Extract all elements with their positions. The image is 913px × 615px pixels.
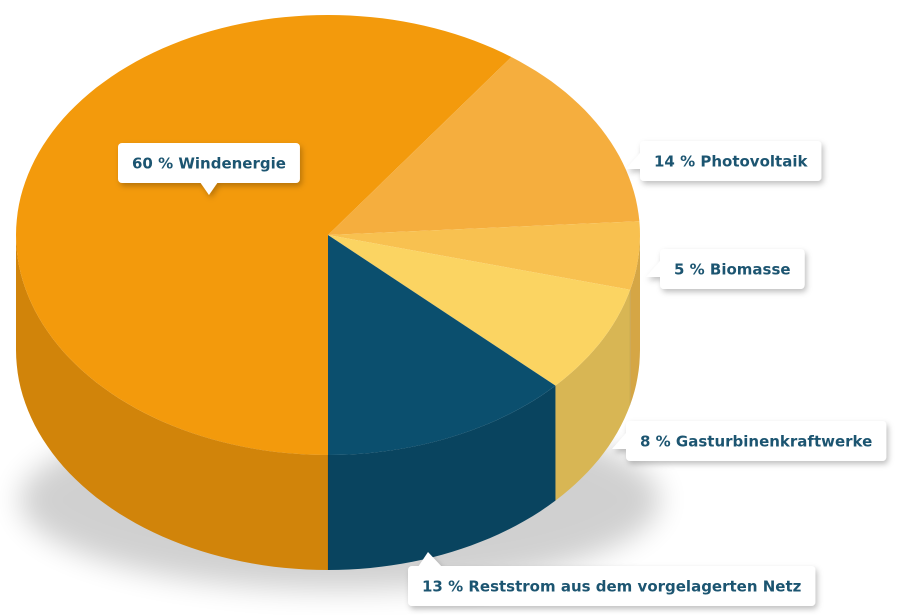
- pie-sides: [16, 235, 640, 570]
- callout-pointer: [626, 152, 641, 169]
- callout-label: 5 % Biomasse: [674, 261, 791, 279]
- pie-tops: [16, 15, 640, 455]
- callout: 13 % Reststrom aus dem vorgelagerten Net…: [408, 552, 816, 606]
- pie-slice: [16, 15, 512, 455]
- pie-slice: [328, 235, 631, 386]
- callout-box: [640, 141, 822, 181]
- callouts: 60 % Windenergie 14 % Photovoltaik 5 % Bio…: [118, 141, 887, 606]
- pie-side: [328, 385, 556, 570]
- pie-side: [16, 235, 328, 570]
- callout-box: [408, 566, 816, 606]
- callout: 60 % Windenergie: [118, 143, 300, 195]
- callout-pointer: [418, 552, 442, 567]
- callout: 5 % Biomasse: [646, 249, 805, 289]
- pie-slice: [328, 57, 640, 235]
- callout-box: [118, 143, 300, 183]
- callout-label: 8 % Gasturbinenkraftwerke: [640, 433, 872, 451]
- callout-label: 14 % Photovoltaik: [654, 153, 808, 171]
- callout-box: [660, 249, 805, 289]
- pie-side: [630, 235, 640, 405]
- callout-pointer: [612, 432, 627, 449]
- callout-pointer: [646, 260, 661, 277]
- pie-slice: [328, 235, 556, 455]
- callout-box: [626, 421, 887, 461]
- pie-side: [555, 289, 631, 501]
- callout: 14 % Photovoltaik: [626, 141, 822, 181]
- callout-label: 60 % Windenergie: [132, 155, 286, 173]
- pie-slice: [328, 221, 640, 290]
- callout-label: 13 % Reststrom aus dem vorgelagerten Net…: [422, 578, 802, 596]
- callout-pointer: [199, 182, 218, 195]
- callout: 8 % Gasturbinenkraftwerke: [612, 421, 887, 461]
